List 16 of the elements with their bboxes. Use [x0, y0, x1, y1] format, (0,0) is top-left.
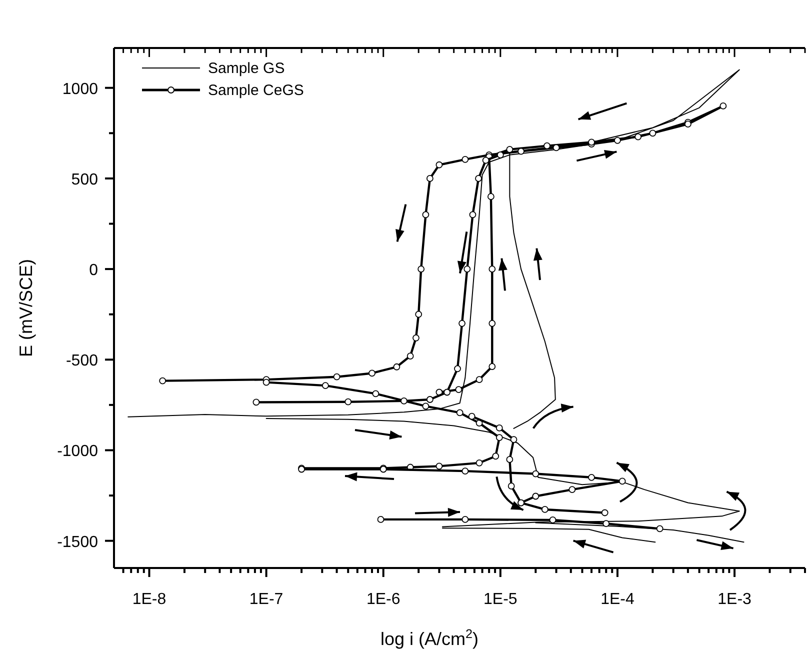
- x-tick-label: 1E-7: [249, 591, 284, 608]
- x-axis-title: log i (A/cm$^{2}$): [380, 627, 479, 649]
- x-tick-label: 1E-3: [718, 591, 752, 608]
- x-tick-label: 1E-8: [132, 591, 166, 608]
- y-tick-label: 500: [71, 171, 98, 188]
- y-tick-label: -500: [66, 352, 98, 370]
- y-tick-label: 0: [89, 262, 98, 280]
- legend-label: Sample CeGS: [208, 82, 304, 99]
- y-tick-label: -1500: [57, 534, 98, 551]
- x-tick-label: 1E-5: [484, 591, 518, 608]
- y-axis-title: E (mV/SCE): [16, 258, 36, 358]
- legend-label: Sample GS: [208, 60, 285, 77]
- y-tick-label: 1000: [62, 80, 98, 98]
- x-tick-label: 1E-4: [600, 591, 634, 608]
- x-tick-label: 1E-6: [366, 591, 400, 608]
- y-tick-label: -1000: [57, 443, 98, 460]
